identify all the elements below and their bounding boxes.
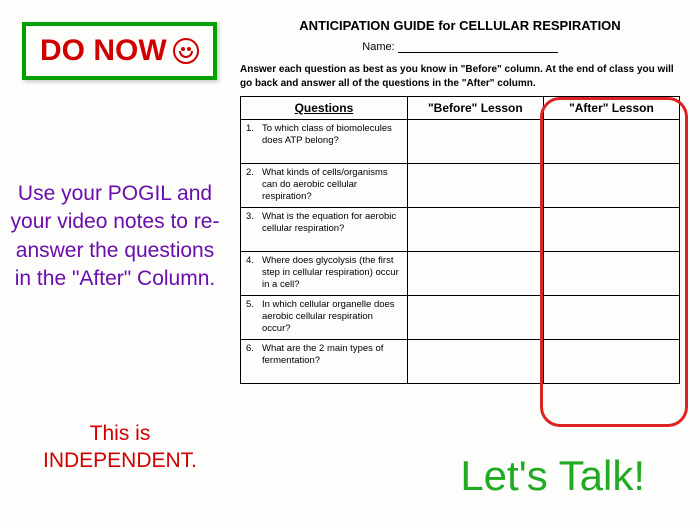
before-cell [407,208,543,252]
question-cell: 1.To which class of biomolecules does AT… [241,120,408,164]
question-number: 4. [246,255,260,291]
worksheet-title: ANTICIPATION GUIDE for CELLULAR RESPIRAT… [240,18,680,33]
question-cell: 2.What kinds of cells/organisms can do a… [241,164,408,208]
before-cell [407,296,543,340]
do-now-box: DO NOW [22,22,217,80]
question-number: 1. [246,123,260,147]
table-row: 3.What is the equation for aerobic cellu… [241,208,680,252]
table-row: 5.In which cellular organelle does aerob… [241,296,680,340]
table-row: 1.To which class of biomolecules does AT… [241,120,680,164]
before-cell [407,340,543,384]
header-before: "Before" Lesson [407,97,543,120]
question-text: What is the equation for aerobic cellula… [260,211,402,235]
do-now-text: DO NOW [40,34,167,68]
question-number: 2. [246,167,260,203]
lets-talk-heading: Let's Talk! [460,452,645,500]
after-cell [543,252,679,296]
worksheet: ANTICIPATION GUIDE for CELLULAR RESPIRAT… [240,18,680,384]
pogil-instructions: Use your POGIL and your video notes to r… [10,180,220,293]
question-cell: 5.In which cellular organelle does aerob… [241,296,408,340]
table-row: 6.What are the 2 main types of fermentat… [241,340,680,384]
question-cell: 6.What are the 2 main types of fermentat… [241,340,408,384]
question-cell: 4.Where does glycolysis (the first step … [241,252,408,296]
header-after: "After" Lesson [543,97,679,120]
before-cell [407,120,543,164]
worksheet-instructions: Answer each question as best as you know… [240,63,680,90]
independent-note: This is INDEPENDENT. [30,420,210,475]
question-text: To which class of biomolecules does ATP … [260,123,402,147]
question-cell: 3.What is the equation for aerobic cellu… [241,208,408,252]
table-row: 4.Where does glycolysis (the first step … [241,252,680,296]
question-text: In which cellular organelle does aerobic… [260,299,402,335]
header-questions: Questions [241,97,408,120]
smiley-icon [173,38,199,64]
name-blank [398,52,558,53]
table-row: 2.What kinds of cells/organisms can do a… [241,164,680,208]
after-cell [543,120,679,164]
after-cell [543,296,679,340]
question-text: What kinds of cells/organisms can do aer… [260,167,402,203]
name-label: Name: [362,41,394,53]
question-number: 3. [246,211,260,235]
anticipation-table: Questions "Before" Lesson "After" Lesson… [240,96,680,384]
question-number: 5. [246,299,260,335]
question-text: What are the 2 main types of fermentatio… [260,343,402,367]
do-now-label: DO NOW [40,34,199,68]
before-cell [407,164,543,208]
question-number: 6. [246,343,260,367]
after-cell [543,208,679,252]
before-cell [407,252,543,296]
after-cell [543,340,679,384]
worksheet-name-line: Name: [240,41,680,53]
question-text: Where does glycolysis (the first step in… [260,255,402,291]
after-cell [543,164,679,208]
